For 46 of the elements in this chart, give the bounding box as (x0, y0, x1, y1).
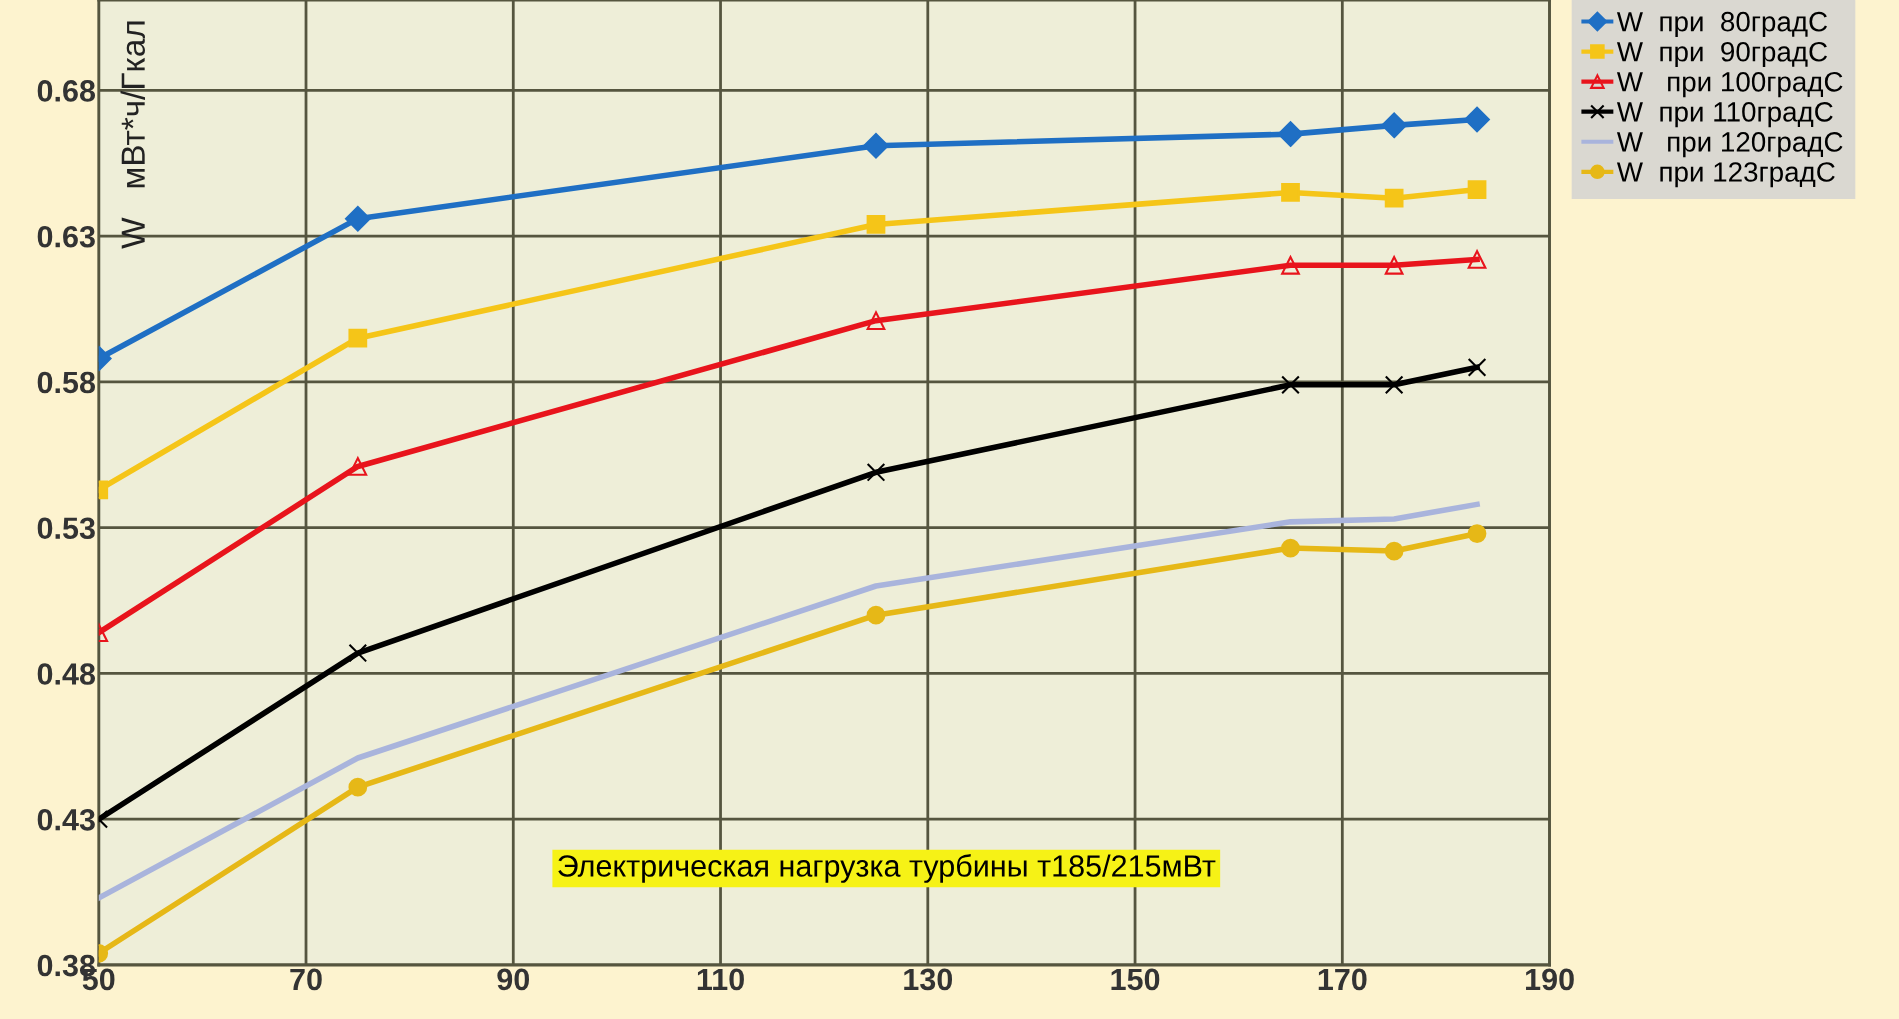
point (866, 462, 886, 482)
y-axis-title: W мВт*ч/Гкал (120, 21, 145, 249)
x-tick-label: 90 (497, 968, 530, 991)
y-tick-label: 0.43 (37, 808, 95, 831)
x-tick-label: 70 (290, 968, 322, 991)
point (1281, 538, 1300, 558)
point (1467, 180, 1487, 199)
point (866, 215, 886, 234)
point (1381, 112, 1407, 139)
point (1467, 357, 1487, 377)
y-tick-label: 0.68 (37, 80, 96, 102)
point (348, 328, 368, 348)
point (1281, 255, 1300, 275)
legend-label: W при 80градС (1616, 11, 1828, 38)
point (1384, 541, 1404, 561)
y-tick-label: 0.48 (37, 663, 96, 685)
point (345, 205, 371, 232)
point (866, 311, 886, 331)
point (1281, 183, 1300, 202)
x-tick-label: 190 (1526, 968, 1574, 991)
legend-label: W при 120градС (1616, 132, 1843, 158)
annotation: Электрическая нагрузка турбины т185/215мВт (558, 854, 1216, 883)
point (348, 457, 368, 476)
point (863, 132, 889, 159)
point (1384, 188, 1404, 208)
point (1384, 255, 1404, 275)
legend-label: W при 123градС (1616, 162, 1835, 188)
legend-label: W при 110градС (1616, 102, 1833, 128)
point (1384, 375, 1404, 395)
point (348, 777, 368, 797)
legend-label: W при 100градС (1616, 71, 1843, 98)
y-tick-label: 0.58 (37, 371, 96, 394)
point (866, 605, 886, 625)
x-tick-label: 150 (1111, 968, 1160, 991)
point (1277, 121, 1304, 147)
point (1467, 250, 1487, 269)
point (1467, 524, 1487, 543)
x-tick-label: 110 (697, 968, 744, 991)
x-tick-label: 170 (1318, 968, 1367, 991)
point (1281, 375, 1300, 395)
y-tick-label: 0.63 (37, 225, 95, 248)
point (1464, 106, 1490, 133)
point (348, 643, 368, 663)
y-tick-label: 0.53 (37, 517, 95, 540)
x-tick-label: 130 (904, 968, 953, 991)
legend-label: W при 90градС (1616, 41, 1828, 68)
